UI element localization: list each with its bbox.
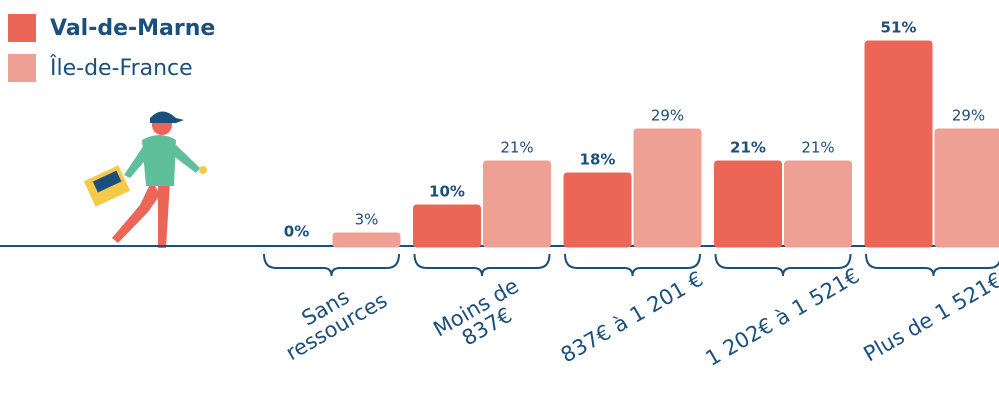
x-tick-label: 837€ à 1 201 € — [557, 267, 707, 368]
legend-label: Île-de-France — [49, 55, 193, 81]
data-label: 29% — [651, 107, 684, 125]
data-label: 51% — [881, 19, 917, 37]
brace — [564, 253, 701, 277]
data-label: 0% — [284, 223, 309, 241]
category-axis: Sansressources Moins de837€ 837€ à 1 201 €… — [271, 263, 999, 370]
data-label: 18% — [580, 151, 616, 169]
bar — [413, 204, 481, 248]
legend-label: Val-de-Marne — [50, 16, 215, 41]
bar — [784, 160, 852, 248]
data-label: 21% — [801, 139, 834, 157]
bar — [563, 172, 632, 248]
bar — [934, 128, 999, 248]
legend-swatch — [8, 14, 36, 42]
bar — [714, 160, 782, 248]
bar — [483, 160, 551, 248]
bar — [633, 128, 702, 248]
x-tick-label: Moins de837€ — [429, 274, 533, 361]
brace — [263, 253, 400, 277]
data-label: 21% — [730, 139, 766, 157]
data-label: 29% — [952, 107, 985, 125]
brace — [714, 253, 852, 277]
data-label: 3% — [355, 211, 379, 229]
x-tick-label: Sansressources — [271, 269, 392, 365]
brace — [413, 253, 551, 277]
legend-swatch — [8, 54, 36, 82]
illustration — [83, 111, 207, 248]
bar — [864, 40, 933, 248]
data-label: 10% — [429, 183, 465, 201]
brace — [865, 253, 999, 277]
data-label: 21% — [500, 139, 533, 157]
bar — [332, 232, 401, 248]
x-tick-label: 1 202€ à 1 521€ — [702, 263, 864, 370]
x-tick-label: Plus de 1 521€ — [860, 268, 999, 367]
